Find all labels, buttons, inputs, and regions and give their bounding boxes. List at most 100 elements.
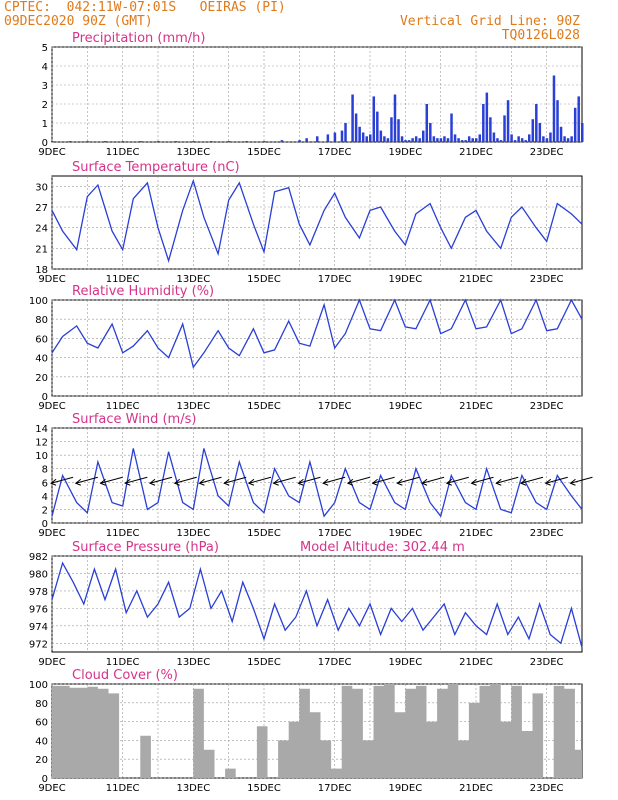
precip-bar <box>383 136 386 142</box>
wind-barb-head <box>470 478 477 486</box>
panel-title: Surface Temperature (nC) <box>72 160 240 175</box>
panel-frame <box>51 555 583 653</box>
x-tick-label: 21DEC <box>459 274 493 285</box>
x-tick-label: 23DEC <box>530 274 564 285</box>
wind-barb <box>545 476 568 484</box>
x-tick-label: 13DEC <box>176 657 210 668</box>
precip-bar <box>436 138 439 142</box>
wind-barb-head <box>371 478 378 486</box>
wind-barb-head <box>149 478 156 486</box>
x-tick-label: 11DEC <box>106 274 140 285</box>
precip-bar <box>573 107 577 142</box>
wind-barb-head <box>544 478 552 486</box>
precip-bar <box>263 141 266 142</box>
precip-bar <box>411 138 414 142</box>
precip-bar <box>503 115 506 142</box>
precip-bar <box>478 134 482 142</box>
precip-bar <box>68 141 72 142</box>
y-tick-label: 5 <box>42 43 48 54</box>
precip-bar <box>51 141 54 142</box>
y-tick-label: 982 <box>29 552 48 563</box>
precip-bar <box>566 138 570 142</box>
x-tick-label: 17DEC <box>318 147 352 158</box>
precip-bar <box>210 141 213 142</box>
wind-barb-head <box>569 478 576 486</box>
x-tick-label: 21DEC <box>459 657 493 668</box>
x-tick-label: 17DEC <box>318 783 352 794</box>
precip-bar <box>542 136 545 142</box>
y-tick-label: 24 <box>35 224 48 235</box>
y-tick-label: 1 <box>42 119 48 130</box>
precip-bar <box>581 123 584 142</box>
wind-barb <box>248 476 272 484</box>
precip-bar <box>333 132 337 142</box>
precip-bar <box>174 141 178 142</box>
x-tick-label: 11DEC <box>106 401 140 412</box>
y-tick-label: 14 <box>35 424 48 435</box>
y-tick-label: 21 <box>35 244 48 255</box>
wind-barb <box>125 476 148 484</box>
panel-title: Surface Wind (m/s) <box>72 412 196 427</box>
precip-bar <box>305 138 308 142</box>
x-tick-label: 23DEC <box>530 657 564 668</box>
x-tick-label: 19DEC <box>388 274 422 285</box>
precip-bar <box>386 138 390 142</box>
y-tick-label: 40 <box>35 736 48 747</box>
y-tick-label: 80 <box>35 315 48 326</box>
y-tick-label: 60 <box>35 718 48 729</box>
precip-bar <box>344 123 347 142</box>
cloud-cover-area <box>52 684 582 778</box>
precip-bar <box>443 136 446 142</box>
precip-bar <box>471 138 474 142</box>
x-tick-label: 21DEC <box>459 783 493 794</box>
wind-barb-head <box>173 478 181 486</box>
precip-bar <box>365 136 368 142</box>
panel-cloud: 0 20 40 60 80 100 9DEC 11DEC 13DEC 15DEC 17DEC 19DE… <box>29 668 583 794</box>
x-tick-label: 23DEC <box>530 528 564 539</box>
x-tick-label: 23DEC <box>530 783 564 794</box>
x-tick-label: 15DEC <box>247 401 281 412</box>
precip-bar <box>467 136 471 142</box>
precip-bar <box>535 104 538 142</box>
precip-bar <box>524 140 527 142</box>
precip-bar <box>570 136 573 142</box>
wind-barb-head <box>445 478 453 486</box>
wind-barb-head <box>520 478 527 486</box>
x-tick-label: 9DEC <box>38 657 65 668</box>
y-tick-label: 0 <box>42 519 48 530</box>
y-tick-label: 100 <box>29 296 48 307</box>
precip-bar <box>545 138 549 142</box>
x-tick-label: 15DEC <box>247 147 281 158</box>
y-tick-label: 0 <box>42 392 48 403</box>
panel-annotation: Model Altitude: 302.44 m <box>300 540 465 555</box>
x-tick-label: 19DEC <box>388 528 422 539</box>
precip-bar <box>446 138 450 142</box>
wind-barb <box>520 476 544 484</box>
x-tick-label: 21DEC <box>459 147 493 158</box>
precip-bar <box>104 141 107 142</box>
wind-barb <box>421 476 445 484</box>
wind-barb-head <box>396 478 403 486</box>
precip-bar <box>492 132 496 142</box>
precip-bar <box>453 134 457 142</box>
precip-bar <box>517 136 520 142</box>
panel-title: Precipitation (mm/h) <box>72 31 205 46</box>
precip-bar <box>358 126 361 142</box>
y-tick-label: 8 <box>42 465 48 476</box>
y-tick-label: 27 <box>35 203 48 214</box>
panel-frame <box>51 427 583 524</box>
y-tick-label: 60 <box>35 334 48 345</box>
y-tick-label: 10 <box>35 451 48 462</box>
precip-bar <box>549 132 552 142</box>
y-tick-label: 30 <box>35 182 48 193</box>
x-tick-label: 23DEC <box>530 401 564 412</box>
precip-bar <box>400 136 404 142</box>
precip-bar <box>361 132 365 142</box>
precip-bar <box>354 113 358 142</box>
x-tick-label: 13DEC <box>176 147 210 158</box>
precip-bar <box>404 140 407 142</box>
precip-bar <box>425 104 429 142</box>
precip-bar <box>418 138 421 142</box>
wind-barb <box>446 476 469 484</box>
x-tick-label: 9DEC <box>38 274 65 285</box>
